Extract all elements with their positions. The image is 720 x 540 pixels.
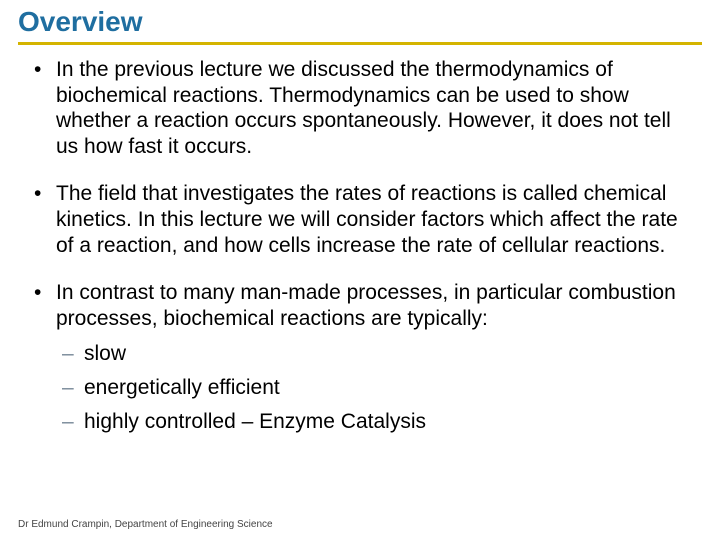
slide-title: Overview (0, 0, 720, 42)
content-area: In the previous lecture we discussed the… (0, 45, 720, 434)
bullet-text: In contrast to many man-made processes, … (56, 281, 676, 330)
sub-bullet-text: energetically efficient (84, 376, 280, 399)
sub-bullet-item: highly controlled – Enzyme Catalysis (56, 409, 692, 435)
bullet-item: In the previous lecture we discussed the… (28, 57, 692, 159)
bullet-text: The field that investigates the rates of… (56, 182, 678, 256)
bullet-item: The field that investigates the rates of… (28, 181, 692, 258)
bullet-item: In contrast to many man-made processes, … (28, 280, 692, 434)
footer-text: Dr Edmund Crampin, Department of Enginee… (18, 519, 273, 530)
sub-bullet-text: highly controlled – Enzyme Catalysis (84, 410, 426, 433)
bullet-text: In the previous lecture we discussed the… (56, 58, 671, 158)
sub-bullet-item: slow (56, 341, 692, 367)
slide: Overview In the previous lecture we disc… (0, 0, 720, 540)
sub-bullet-list: slow energetically efficient highly cont… (56, 341, 692, 434)
sub-bullet-item: energetically efficient (56, 375, 692, 401)
sub-bullet-text: slow (84, 342, 126, 365)
bullet-list: In the previous lecture we discussed the… (28, 57, 692, 434)
